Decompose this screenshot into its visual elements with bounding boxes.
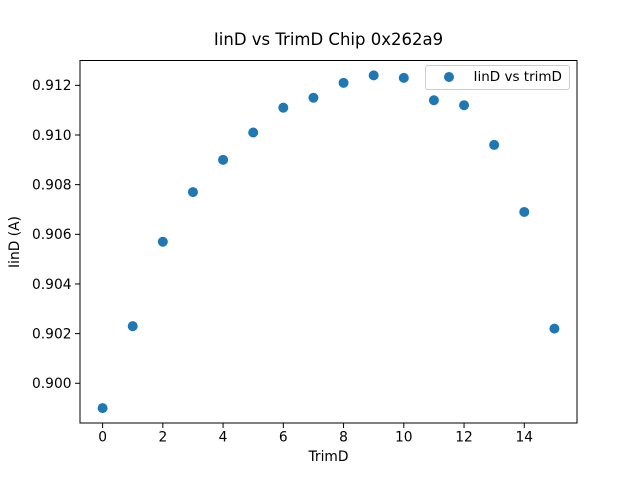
- x-tick-label: 0: [98, 430, 107, 446]
- x-tick-label: 14: [516, 430, 534, 446]
- data-point: [308, 92, 319, 103]
- data-point: [428, 95, 439, 106]
- y-tick-label: 0.912: [32, 78, 72, 94]
- data-point: [489, 139, 500, 150]
- legend: IinD vs trimD: [424, 65, 570, 90]
- data-point: [278, 102, 289, 113]
- data-point: [218, 154, 229, 165]
- chart-title: IinD vs TrimD Chip 0x262a9: [213, 30, 444, 49]
- y-tick-label: 0.908: [32, 177, 72, 193]
- y-tick-label: 0.904: [32, 277, 72, 293]
- data-point: [338, 77, 349, 88]
- data-point: [97, 403, 108, 414]
- y-tick-label: 0.900: [32, 376, 72, 392]
- x-axis-label: TrimD: [308, 449, 349, 465]
- data-point: [459, 100, 470, 111]
- x-tick-label: 2: [158, 430, 167, 446]
- x-tick-label: 10: [395, 430, 413, 446]
- data-point: [519, 206, 530, 217]
- y-axis-label: IinD (A): [7, 216, 23, 268]
- y-tick-label: 0.910: [32, 128, 72, 144]
- data-point: [127, 321, 138, 332]
- legend-marker-circle-icon: [443, 72, 454, 83]
- x-tick-label: 8: [339, 430, 348, 446]
- x-tick-label: 6: [279, 430, 288, 446]
- data-point: [157, 236, 168, 247]
- legend-label: IinD vs trimD: [473, 69, 562, 86]
- data-point: [248, 127, 259, 138]
- x-tick-label: 4: [219, 430, 228, 446]
- y-tick-label: 0.902: [32, 326, 72, 342]
- y-tick-label: 0.906: [32, 227, 72, 243]
- x-tick-label: 12: [455, 430, 473, 446]
- data-point: [549, 323, 560, 334]
- data-point: [187, 187, 198, 198]
- data-point: [398, 72, 409, 83]
- data-point: [368, 70, 379, 81]
- axes-spines: [79, 60, 578, 424]
